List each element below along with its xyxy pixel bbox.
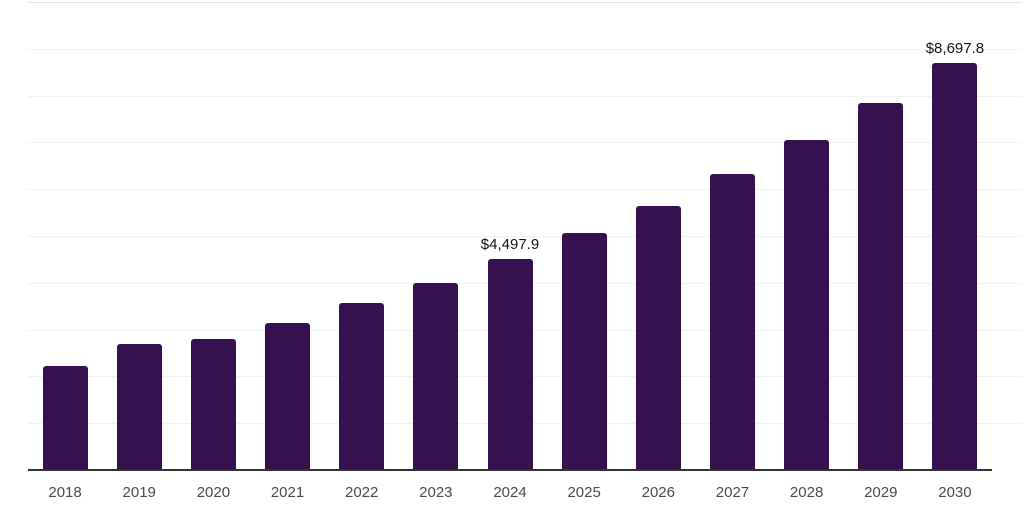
gridline [28, 189, 1022, 191]
bar-2018[interactable] [42, 366, 88, 470]
x-tick-2018: 2018 [48, 484, 82, 501]
bar-2026[interactable] [635, 206, 681, 470]
gridline [28, 2, 1022, 3]
x-tick-2021: 2021 [270, 484, 305, 501]
x-tick-2030: 2030 [938, 484, 972, 501]
x-tick-2027: 2027 [715, 484, 750, 501]
x-tick-2022: 2022 [345, 484, 379, 501]
x-tick-2025: 2025 [567, 484, 601, 501]
value-label-2024: $4,497.9 [480, 236, 540, 253]
x-tick-2020: 2020 [196, 484, 231, 501]
bar-2030[interactable] [932, 63, 978, 470]
bar-2029[interactable] [858, 103, 904, 470]
gridline [28, 236, 1022, 237]
x-tick-2023: 2023 [419, 484, 453, 501]
value-label-2030: $8,697.8 [925, 40, 985, 57]
x-tick-2024: 2024 [493, 484, 527, 501]
bar-2025[interactable] [561, 233, 607, 470]
x-tick-2019: 2019 [122, 484, 156, 501]
gridline [28, 48, 1022, 50]
gridline [28, 95, 1022, 97]
x-tick-2028: 2028 [789, 484, 824, 501]
x-tick-2026: 2026 [641, 484, 675, 501]
bar-2024[interactable] [487, 259, 533, 470]
bar-2021[interactable] [265, 323, 311, 470]
bar-2027[interactable] [709, 174, 755, 470]
bar-2023[interactable] [413, 283, 459, 470]
bar-2028[interactable] [784, 140, 830, 470]
x-tick-2029: 2029 [864, 484, 898, 501]
gridline [28, 142, 1022, 144]
bar-2020[interactable] [190, 339, 236, 470]
x-axis-line [28, 469, 992, 471]
bar-2022[interactable] [339, 303, 385, 470]
bar-2019[interactable] [116, 344, 162, 470]
